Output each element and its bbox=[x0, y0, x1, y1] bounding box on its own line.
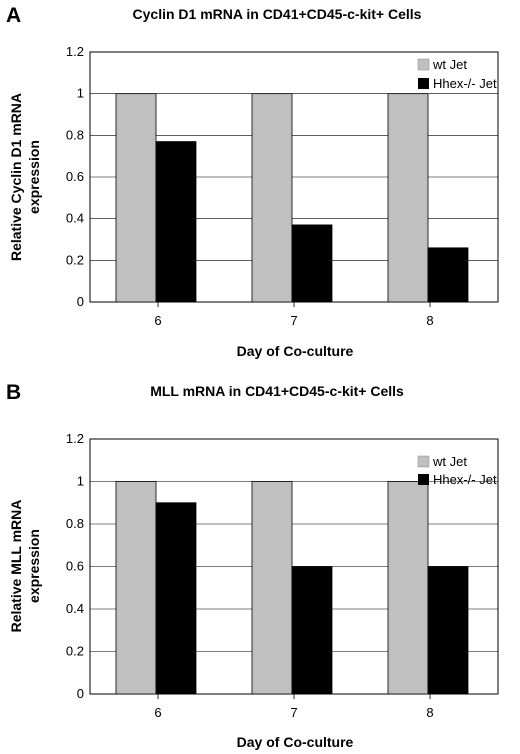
bar-wt-jet-day-6 bbox=[115, 481, 157, 695]
bar-hhex-jet-day-6 bbox=[155, 502, 197, 695]
chart-title: Cyclin D1 mRNA in CD41+CD45-c-kit+ Cells bbox=[133, 6, 422, 22]
y-tick-label: 1 bbox=[77, 474, 84, 489]
x-tick-label: 7 bbox=[290, 313, 297, 328]
legend-swatch-wt bbox=[417, 455, 430, 468]
bars bbox=[115, 93, 469, 303]
y-tick-label: 0.6 bbox=[66, 169, 84, 184]
x-tick-label: 6 bbox=[154, 705, 161, 720]
y-tick-label: 1.2 bbox=[66, 431, 84, 446]
bar-hhex-jet-day-8 bbox=[427, 566, 469, 695]
bar-hhex-jet-day-6 bbox=[155, 141, 197, 303]
bar-wt-jet-day-8 bbox=[387, 481, 429, 695]
legend-swatch-hhex bbox=[418, 78, 429, 89]
chart-panel-b: B MLL mRNA in CD41+CD45-c-kit+ Cells 0 0.… bbox=[0, 377, 520, 754]
chart-b: B MLL mRNA in CD41+CD45-c-kit+ Cells 0 0.… bbox=[6, 381, 499, 750]
panel-letter-b: B bbox=[6, 381, 21, 404]
x-tick-label: 7 bbox=[290, 705, 297, 720]
y-tick-label: 0.2 bbox=[66, 252, 84, 267]
legend-swatch-wt bbox=[417, 58, 430, 71]
y-tick-label: 0 bbox=[77, 686, 84, 701]
chart-panel-a: A Cyclin D1 mRNA in CD41+CD45-c-kit+ Cel… bbox=[6, 4, 499, 359]
x-ticks: 6 7 8 bbox=[154, 302, 434, 328]
x-tick-label: 8 bbox=[426, 705, 433, 720]
legend: wt Jet Hhex-/- Jet bbox=[417, 57, 497, 91]
y-tick-label: 1 bbox=[77, 86, 84, 101]
legend-label-hhex: Hhex-/- Jet bbox=[433, 76, 497, 91]
bar-wt-jet-day-6 bbox=[115, 93, 157, 303]
y-tick-label: 1.2 bbox=[66, 44, 84, 59]
chart-a: A Cyclin D1 mRNA in CD41+CD45-c-kit+ Cel… bbox=[6, 4, 499, 359]
y-tick-label: 0.4 bbox=[66, 601, 84, 616]
bar-wt-jet-day-7 bbox=[251, 93, 293, 303]
legend-label-wt: wt Jet bbox=[432, 454, 467, 469]
y-axis-label-line-2: expression bbox=[26, 529, 42, 603]
x-tick-label: 8 bbox=[426, 313, 433, 328]
chart-title: MLL mRNA in CD41+CD45-c-kit+ Cells bbox=[150, 383, 404, 399]
legend-label-hhex: Hhex-/- Jet bbox=[433, 472, 497, 487]
x-axis-label: Day of Co-culture bbox=[237, 734, 354, 750]
x-ticks: 6 7 8 bbox=[154, 694, 434, 720]
legend: wt Jet Hhex-/- Jet bbox=[417, 454, 497, 487]
bar-hhex-jet-day-7 bbox=[291, 224, 333, 303]
legend-label-wt: wt Jet bbox=[432, 57, 467, 72]
y-axis-label-line-2: expression bbox=[26, 140, 42, 214]
y-axis-label-line-1: Relative Cyclin D1 mRNA bbox=[8, 93, 24, 261]
y-axis-label-line-1: Relative MLL mRNA bbox=[8, 500, 24, 633]
bar-wt-jet-day-8 bbox=[387, 93, 429, 303]
y-tick-label: 0.8 bbox=[66, 516, 84, 531]
legend-swatch-hhex bbox=[418, 474, 429, 485]
panel-letter-a: A bbox=[6, 4, 21, 27]
y-tick-label: 0 bbox=[77, 294, 84, 309]
bar-wt-jet-day-7 bbox=[251, 481, 293, 695]
x-axis-label: Day of Co-culture bbox=[237, 343, 354, 359]
y-ticks: 0 0.2 0.4 0.6 0.8 1 1.2 bbox=[66, 431, 84, 701]
bar-hhex-jet-day-7 bbox=[291, 566, 333, 695]
bars bbox=[115, 481, 469, 695]
bar-hhex-jet-day-8 bbox=[427, 247, 469, 303]
y-tick-label: 0.4 bbox=[66, 211, 84, 226]
y-tick-label: 0.2 bbox=[66, 644, 84, 659]
x-tick-label: 6 bbox=[154, 313, 161, 328]
y-tick-label: 0.8 bbox=[66, 127, 84, 142]
y-ticks: 0 0.2 0.4 0.6 0.8 1 1.2 bbox=[66, 44, 84, 309]
y-tick-label: 0.6 bbox=[66, 559, 84, 574]
